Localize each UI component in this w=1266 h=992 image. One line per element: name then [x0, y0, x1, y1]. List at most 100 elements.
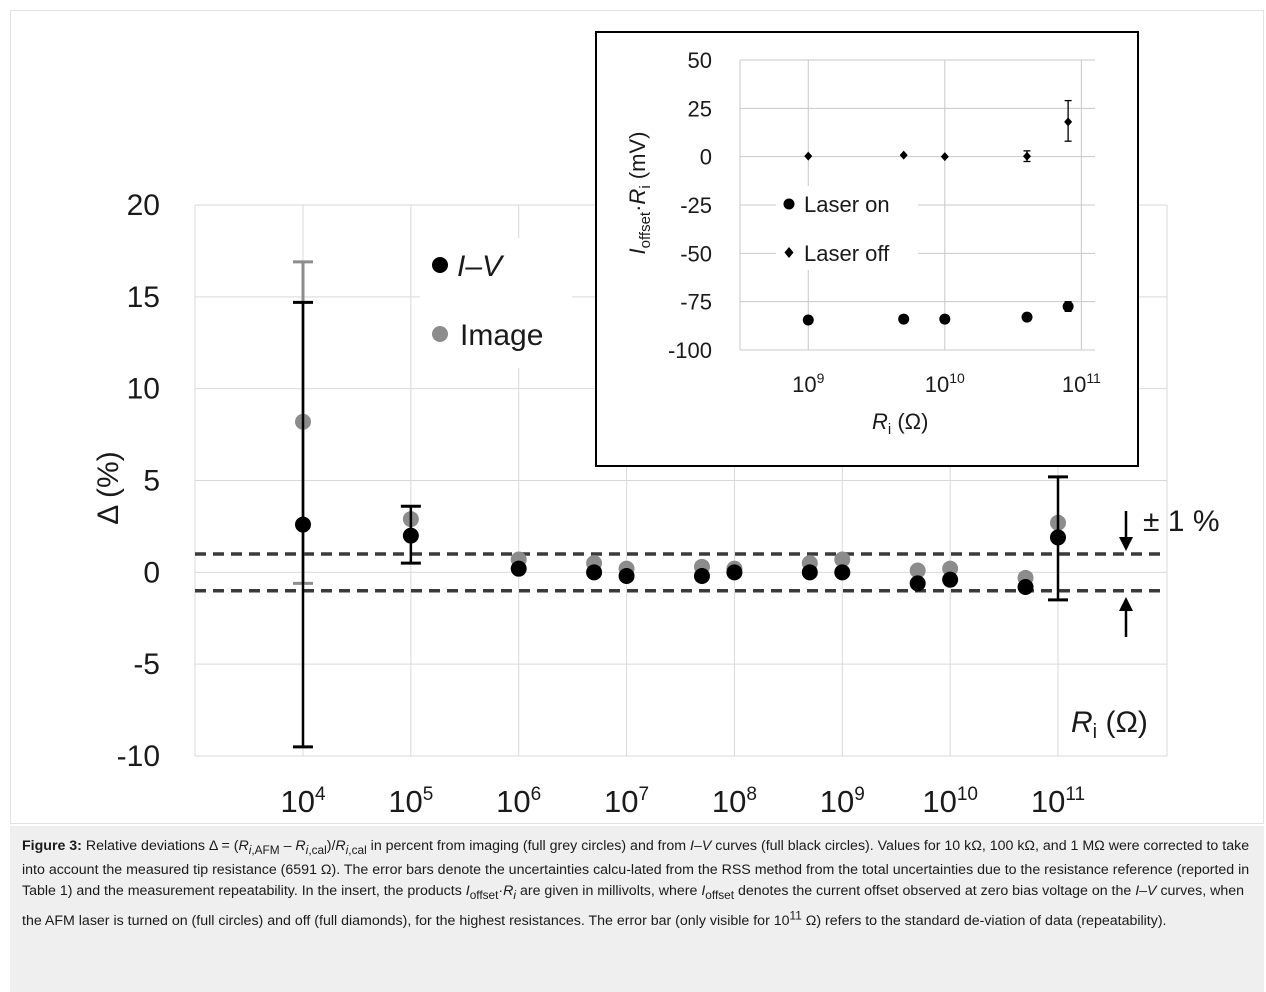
inset-x-tick-label: 109 [792, 370, 824, 397]
main-x-tick-label: 108 [712, 784, 757, 819]
inset-y-tick-label: -75 [680, 290, 712, 315]
main-x-tick-label-base: 10 [820, 784, 854, 819]
inset-data-point-laser-off [804, 151, 813, 161]
main-x-tick-label: 109 [820, 784, 865, 819]
inset-y-tick-label: 50 [688, 48, 712, 73]
main-legend: I–V Image [420, 238, 572, 368]
inset-y-tick-label: -50 [680, 241, 712, 266]
main-x-tick-label: 104 [280, 784, 325, 819]
main-x-tick-label-exp: 11 [1065, 784, 1085, 805]
figure-caption: Figure 3: Relative deviations Δ = (Ri,AF… [10, 826, 1264, 992]
inset-x-tick-label-base: 10 [1062, 372, 1086, 397]
inset-y-axis-title: Ioffset·Ri (mV) [625, 132, 654, 255]
data-point-iv [942, 571, 959, 588]
data-point-iv [1050, 529, 1066, 546]
main-x-tick-label: 106 [496, 784, 541, 819]
main-y-tick-label: -5 [133, 648, 160, 681]
inset-x-tick-label-exp: 9 [817, 370, 825, 386]
main-x-tick-label-base: 10 [922, 784, 956, 819]
data-point-image [942, 560, 959, 577]
inset-y-axis-title-i: I [625, 248, 650, 254]
inset-data-point-laser-off [940, 152, 949, 162]
inset-data-point-laser-off [899, 150, 908, 160]
inset-x-tick-label: 1011 [1062, 370, 1101, 397]
inset-legend-label-laser-off: Laser off [804, 241, 890, 266]
inset-data-point-laser-on [1062, 301, 1074, 312]
data-point-iv [295, 516, 311, 533]
inset-legend-marker-laser-off [784, 247, 794, 258]
main-y-tick-label: 10 [127, 373, 160, 406]
main-x-tick-label-exp: 9 [854, 784, 865, 805]
inset-y-tick-label: 25 [688, 96, 712, 121]
data-point-iv [909, 575, 926, 592]
main-x-tick-label-base: 10 [388, 784, 422, 819]
inset-data-point-laser-on [1021, 311, 1033, 323]
annotation-plus-minus-1-percent: ± 1 % [1143, 505, 1220, 538]
legend-label-image: Image [460, 319, 543, 352]
main-x-tick-label-exp: 4 [315, 784, 326, 805]
inset-x-axis-title-unit: (Ω) [891, 409, 928, 434]
inset-y-tick-label: -100 [668, 338, 712, 363]
main-x-tick-label-exp: 5 [423, 784, 434, 805]
inset-x-axis-title: Ri (Ω) [872, 409, 928, 438]
inset-data-point-laser-on [939, 313, 951, 325]
inset-x-tick-label: 1010 [925, 370, 965, 397]
main-x-tick-label-base: 10 [280, 784, 314, 819]
main-x-tick-label-exp: 7 [639, 784, 650, 805]
inset-series-laser-on [802, 301, 1074, 326]
main-y-tick-label: 5 [143, 465, 160, 498]
main-x-axis-title-sub: i [1093, 721, 1097, 743]
inset-y-axis-title-sub1: offset [637, 211, 654, 248]
main-y-axis-title: Δ (%) [92, 451, 125, 524]
inset-data-point-laser-off [1064, 117, 1073, 127]
caption-label: Figure 3: [22, 838, 82, 854]
legend-marker-image [432, 326, 448, 342]
main-x-tick-label-exp: 8 [746, 784, 757, 805]
main-x-tick-label-base: 10 [604, 784, 638, 819]
caption-text: Relative deviations Δ = (Ri,AFM – Ri,cal… [22, 838, 1250, 929]
inset-y-axis-title-r: R [625, 189, 650, 205]
inset-x-tick-label-base: 10 [792, 372, 816, 397]
inset-x-tick-label-base: 10 [925, 372, 949, 397]
inset-x-axis-title-sub: i [888, 421, 891, 438]
main-x-tick-label-base: 10 [496, 784, 530, 819]
inset-x-tick-label-exp: 11 [1086, 370, 1101, 386]
inset-legend: Laser on Laser off [776, 186, 918, 270]
inset-x-axis-title-main: R [872, 409, 888, 434]
main-x-axis-title-main: R [1071, 706, 1093, 739]
data-point-image [909, 562, 926, 579]
data-point-iv [402, 527, 419, 544]
inset-series-laser-off [804, 99, 1073, 163]
data-point-iv [693, 568, 710, 585]
series-iv [293, 300, 1068, 749]
main-y-tick-label: 0 [143, 556, 160, 589]
legend-label-iv: I–V [457, 250, 505, 283]
inset-data-point-laser-on [898, 313, 910, 325]
main-y-tick-label: 20 [127, 189, 160, 222]
main-y-tick-label: 15 [127, 281, 160, 314]
main-x-tick-label-exp: 10 [957, 784, 978, 805]
data-point-iv [834, 564, 851, 581]
inset-y-axis-title-sub2: i [637, 185, 654, 188]
inset-legend-label-laser-on: Laser on [804, 192, 890, 217]
main-x-tick-label: 107 [604, 784, 649, 819]
main-x-tick-label: 1010 [922, 784, 978, 819]
data-point-iv [801, 564, 818, 581]
data-point-iv [1017, 579, 1034, 596]
inset-y-tick-label: -25 [680, 193, 712, 218]
data-point-iv [586, 564, 603, 581]
legend-marker-iv [432, 257, 448, 273]
data-point-iv [726, 564, 743, 581]
main-y-tick-label: -10 [117, 740, 160, 773]
main-x-axis-title: Ri (Ω) [1071, 706, 1148, 743]
main-x-tick-label-exp: 6 [531, 784, 542, 805]
data-point-image [834, 551, 851, 568]
main-x-axis-title-unit: (Ω) [1097, 706, 1148, 739]
inset-legend-background [776, 186, 918, 270]
inset-x-tick-label-exp: 10 [949, 370, 965, 386]
data-point-iv [510, 560, 527, 577]
inset-data-point-laser-off [1023, 151, 1032, 161]
arrow-up-head [1119, 597, 1133, 611]
